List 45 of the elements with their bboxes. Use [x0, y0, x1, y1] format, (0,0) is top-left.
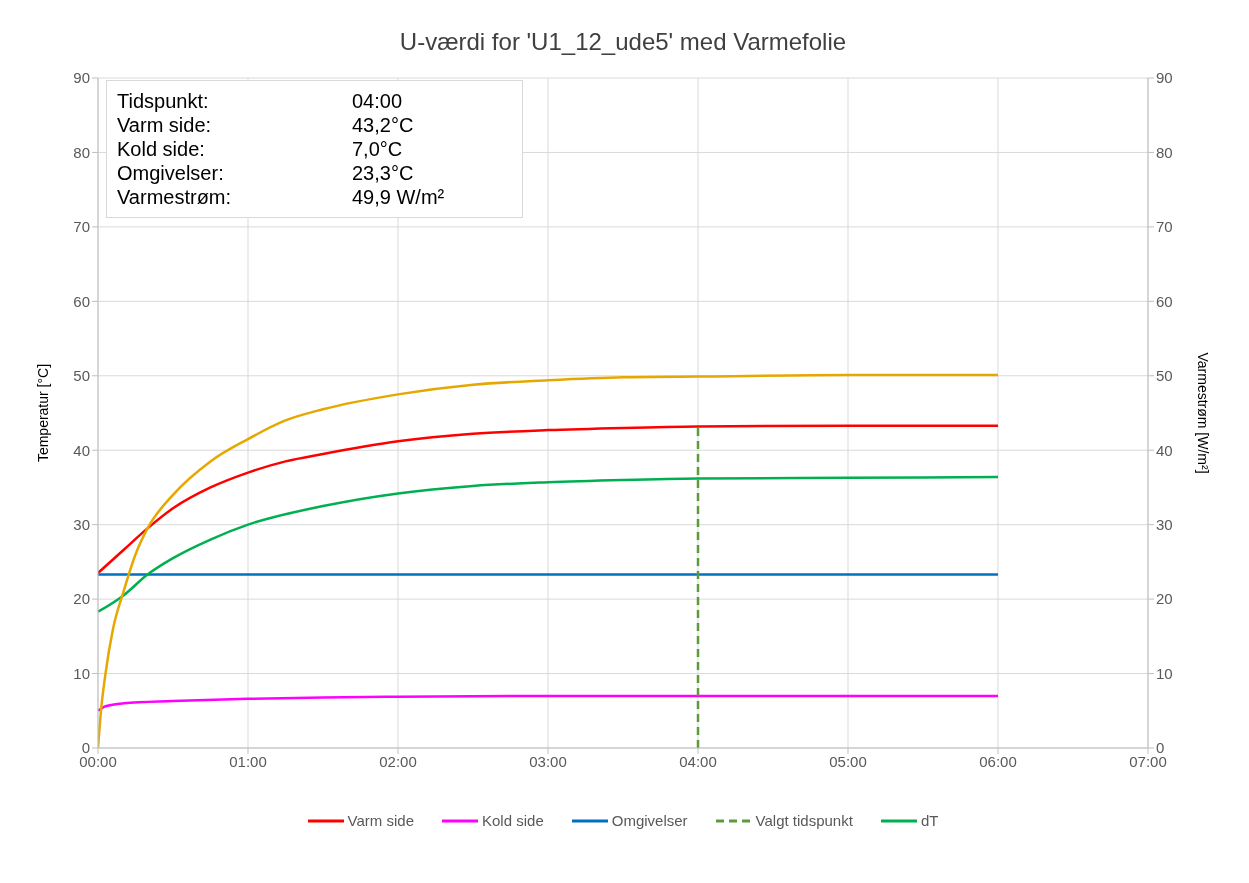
y2-tick-label: 90 [1156, 69, 1173, 87]
y-tick-label: 40 [73, 441, 90, 459]
y2-tick-label: 60 [1156, 292, 1173, 310]
y-tick-label: 80 [73, 143, 90, 161]
y-axis-title: Temperatur [°C] [34, 363, 51, 463]
y-tick-label: 90 [73, 69, 90, 87]
x-tick-label: 06:00 [979, 752, 1017, 770]
annotation: Kold side: [117, 137, 206, 161]
line-series [98, 475, 1000, 614]
y-tick-label: 20 [73, 590, 90, 608]
annotation: 04:00 [352, 89, 403, 113]
line-series [98, 424, 1000, 575]
y2-tick-label: 50 [1156, 367, 1173, 385]
annotation: 43,2°C [352, 113, 414, 137]
x-tick-label: 04:00 [679, 752, 717, 770]
y2-tick-label: 80 [1156, 143, 1173, 161]
y-tick-label: 10 [73, 664, 90, 682]
y2-tick-label: 30 [1156, 515, 1173, 533]
y2-tick-label: 40 [1156, 441, 1173, 459]
legend-label: Valgt tidspunkt [755, 812, 853, 829]
line-series [98, 694, 1000, 713]
annotation: 49,9 W/m² [352, 185, 445, 209]
annotation: Varm side: [117, 113, 213, 137]
annotation: 7,0°C [352, 137, 403, 161]
annotation: 23,3°C [352, 161, 414, 185]
legend-label: Omgivelser [611, 812, 688, 829]
y-tick-label: 70 [73, 218, 90, 236]
chart-title: U-værdi for 'U1_12_ude5' med Varmefolie [398, 28, 848, 56]
y2-tick-label: 10 [1156, 664, 1173, 682]
x-tick-label: 02:00 [379, 752, 417, 770]
y-tick-label: 30 [73, 515, 90, 533]
annotation: Varmestrøm: [117, 185, 233, 209]
x-tick-label: 01:00 [229, 752, 267, 770]
annotation: Omgivelser: [117, 161, 225, 185]
x-tick-label: 03:00 [529, 752, 567, 770]
y2-tick-label: 20 [1156, 590, 1173, 608]
annotation: Tidspunkt: [117, 89, 210, 113]
x-tick-label: 05:00 [829, 752, 867, 770]
legend-label: Varm side [347, 812, 415, 829]
y-tick-label: 60 [73, 292, 90, 310]
y-tick-label: 50 [73, 367, 90, 385]
legend-label: dT [920, 812, 939, 829]
y2-axis-title: Varmestrøm [W/m²] [1195, 352, 1212, 474]
legend-label: Kold side [482, 812, 544, 829]
y2-tick-label: 70 [1156, 218, 1173, 236]
